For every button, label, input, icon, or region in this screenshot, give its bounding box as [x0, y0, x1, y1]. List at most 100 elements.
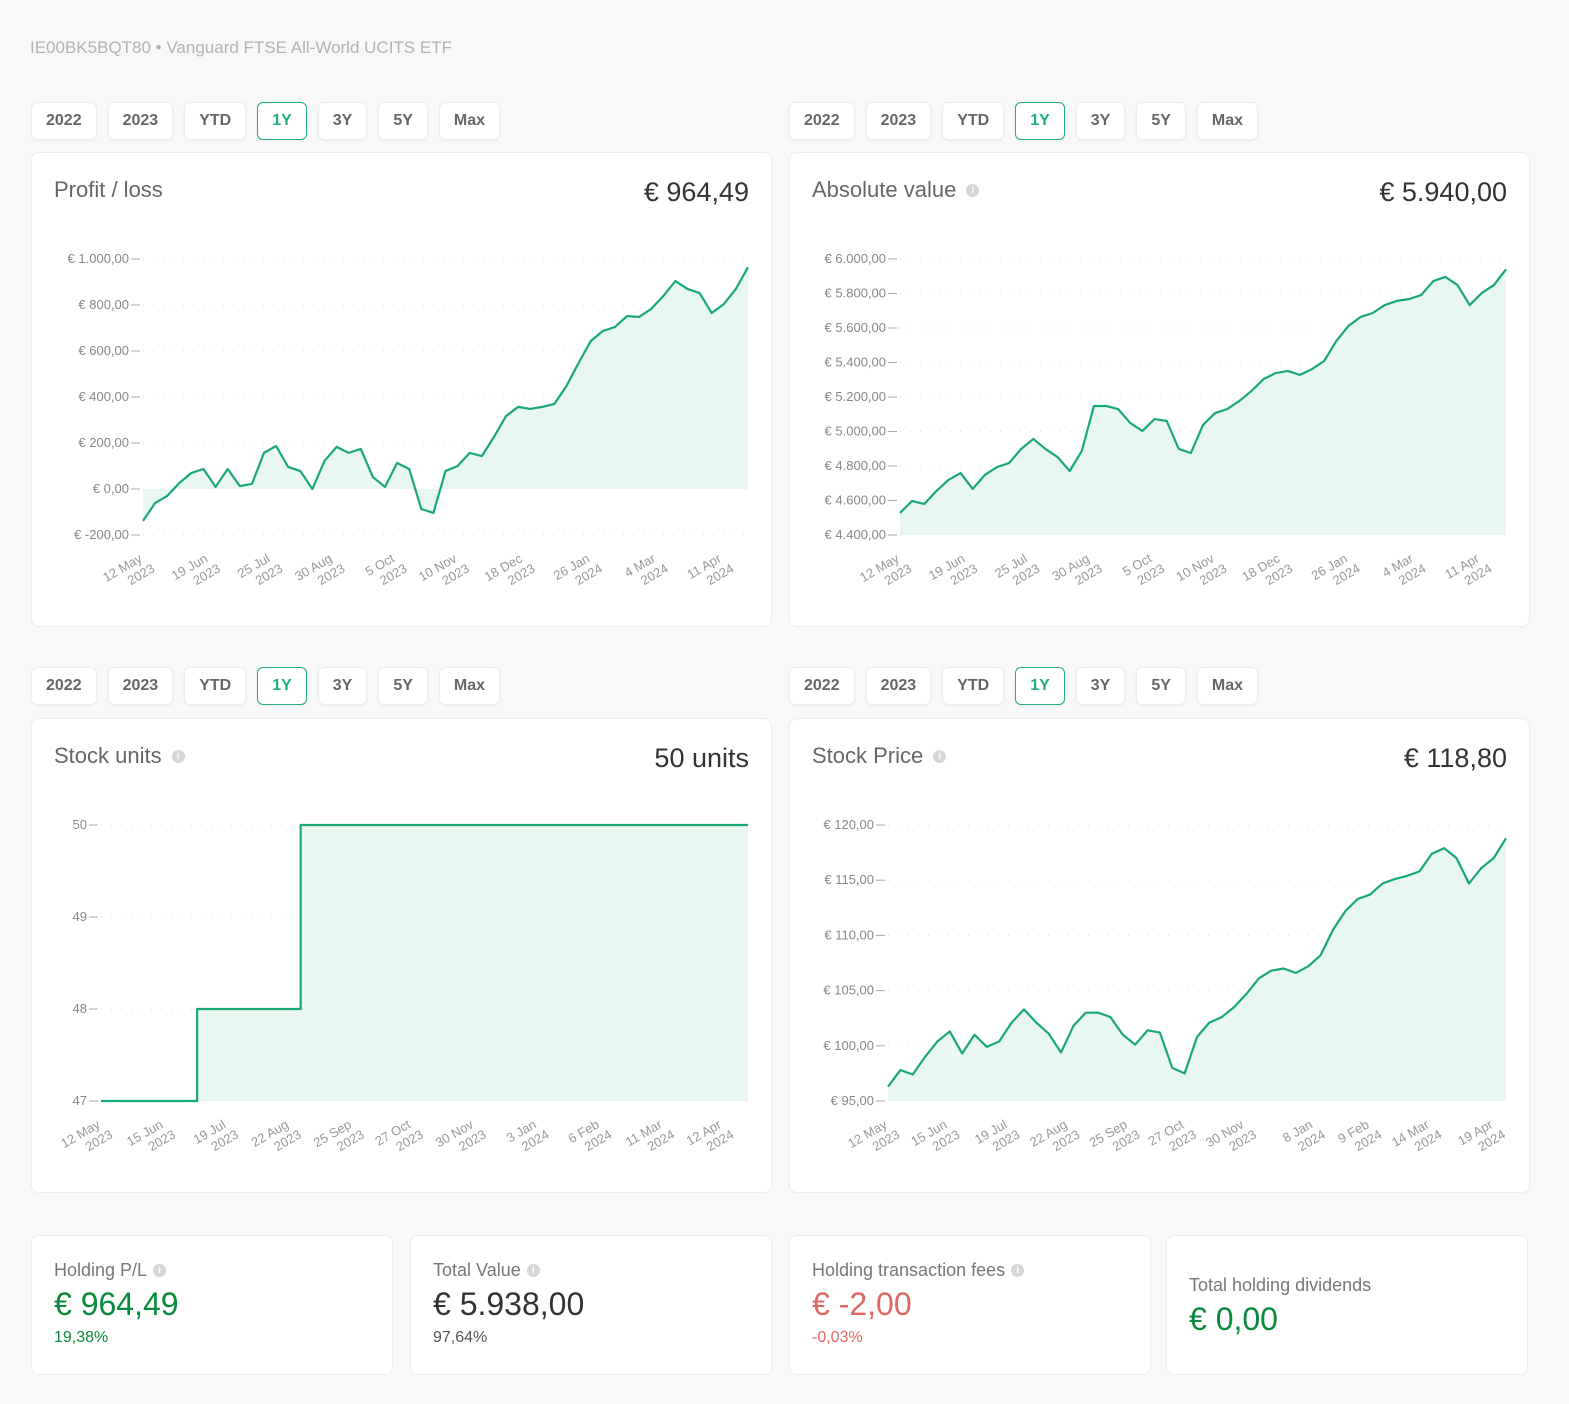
profit-loss-chart: € 1.000,00 € 800,00 € 600,00 € 400,00 € 200,…	[68, 251, 749, 588]
chart-current-value: 50 units	[654, 743, 749, 773]
range-button-2023[interactable]: 2023	[107, 102, 174, 140]
stat-value: € 5.938,00	[433, 1286, 585, 1322]
range-button-2022[interactable]: 2022	[31, 102, 97, 140]
info-icon[interactable]: i	[966, 183, 980, 197]
info-icon[interactable]: i	[933, 749, 947, 763]
area-fill	[143, 267, 748, 521]
chart-title-text: Stock units	[54, 743, 162, 768]
range-button-ytd[interactable]: YTD	[184, 102, 247, 140]
range-button-3y[interactable]: 3Y	[317, 102, 368, 140]
stat-label: Total Value i	[433, 1260, 540, 1281]
range-button-max[interactable]: Max	[1196, 102, 1259, 140]
range-button-3y[interactable]: 3Y	[1075, 667, 1126, 705]
range-button-5y[interactable]: 5Y	[378, 667, 428, 705]
stat-value: € -2,00	[812, 1286, 912, 1322]
range-button-1y[interactable]: 1Y	[1015, 102, 1065, 140]
y-tick-label: € 400,00	[78, 389, 129, 404]
range-button-2023[interactable]: 2023	[107, 667, 174, 705]
y-tick-label: € 200,00	[78, 435, 129, 450]
range-button-1y[interactable]: 1Y	[1015, 667, 1065, 705]
y-tick-label: € 100,00	[823, 1038, 874, 1053]
stock-units-range-selector: 2022 2023 YTD 1Y 3Y 5Y Max	[31, 667, 501, 705]
y-tick-label: € 5.000,00	[825, 424, 886, 439]
stat-card-total-holding-dividends: Total holding dividends € 0,00	[1166, 1235, 1528, 1375]
range-button-3y[interactable]: 3Y	[317, 667, 368, 705]
y-tick-label: € 105,00	[823, 983, 874, 998]
range-button-2022[interactable]: 2022	[789, 667, 855, 705]
range-button-2023[interactable]: 2023	[865, 667, 932, 705]
stock-price-chart-card: Stock Price i € 118,80 € 120,00 € 115,00 € 11…	[789, 718, 1530, 1193]
info-icon[interactable]: i	[171, 749, 185, 763]
range-button-3y[interactable]: 3Y	[1075, 102, 1126, 140]
range-button-2022[interactable]: 2022	[31, 667, 97, 705]
series-line	[887, 837, 1507, 1088]
range-button-ytd[interactable]: YTD	[184, 667, 247, 705]
y-tick-label: € 120,00	[823, 817, 874, 832]
chart-title: Profit / loss	[54, 177, 163, 203]
series-line	[101, 823, 748, 1103]
range-button-1y[interactable]: 1Y	[257, 102, 307, 140]
range-button-5y[interactable]: 5Y	[378, 102, 428, 140]
area-fill	[888, 838, 1506, 1101]
chart-title-text: Stock Price	[812, 743, 924, 768]
range-button-5y[interactable]: 5Y	[1136, 667, 1186, 705]
range-button-max[interactable]: Max	[1196, 667, 1259, 705]
y-tick-label: 47	[73, 1093, 87, 1108]
info-icon[interactable]: i	[153, 1264, 167, 1277]
range-button-1y[interactable]: 1Y	[257, 667, 307, 705]
stock-price-chart: € 120,00 € 115,00 € 110,00 € 105,00 € 100,00…	[823, 817, 1508, 1154]
range-button-ytd[interactable]: YTD	[942, 102, 1005, 140]
info-icon[interactable]: i	[526, 1264, 540, 1277]
y-tick-label: € 600,00	[78, 343, 129, 358]
range-button-2022[interactable]: 2022	[789, 102, 855, 140]
range-button-ytd[interactable]: YTD	[942, 667, 1005, 705]
stat-card-holding-transaction-fees: Holding transaction fees i € -2,00 -0,03%	[789, 1235, 1151, 1375]
range-button-2023[interactable]: 2023	[865, 102, 932, 140]
y-tick-label: € 1.000,00	[68, 251, 129, 266]
stock-price-range-selector: 2022 2023 YTD 1Y 3Y 5Y Max	[789, 667, 1259, 705]
info-icon[interactable]: i	[1011, 1264, 1025, 1277]
area-fill	[101, 825, 748, 1101]
range-button-5y[interactable]: 5Y	[1136, 102, 1186, 140]
stat-label-text: Total Value	[433, 1260, 521, 1280]
y-tick-label: € 4.600,00	[825, 493, 886, 508]
chart-current-value: € 118,80	[1403, 743, 1507, 773]
y-tick-label: € 5.600,00	[825, 320, 886, 335]
y-tick-label: € 5.800,00	[825, 286, 886, 301]
series-line	[142, 266, 749, 522]
stat-label: Total holding dividends	[1189, 1275, 1371, 1296]
series-line	[899, 268, 1507, 514]
profit-loss-range-selector: 2022 2023 YTD 1Y 3Y 5Y Max	[31, 102, 501, 140]
y-tick-label: 48	[73, 1001, 87, 1016]
stat-percentage: 97,64%	[433, 1329, 488, 1346]
range-button-max[interactable]: Max	[438, 667, 501, 705]
range-button-max[interactable]: Max	[438, 102, 501, 140]
